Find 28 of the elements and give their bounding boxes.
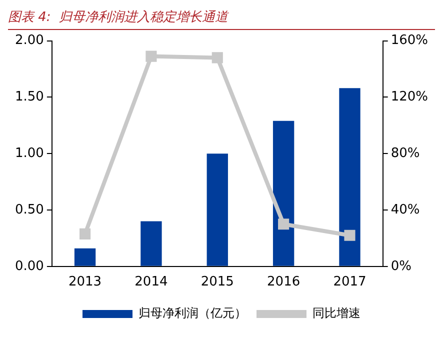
legend-label: 同比增速 [312,306,360,320]
bar [140,221,162,266]
y2-tick-label: 160% [390,33,428,48]
x-tick-label: 2016 [267,274,300,290]
bar [272,120,294,266]
bar [339,88,360,266]
x-tick-label: 2015 [200,274,234,290]
y2-tick-label: 40% [390,202,420,218]
y-tick-label: 0.00 [14,258,44,274]
y-tick-label: 0.50 [14,202,44,218]
x-tick-label: 2013 [68,274,102,290]
x-tick-label: 2014 [134,274,168,290]
point [80,228,91,240]
point [212,52,223,64]
y-tick-label: 1.00 [14,146,44,161]
y2-tick-label: 80% [390,146,420,161]
bar [206,154,228,266]
y-tick-label: 2.00 [14,33,44,48]
point [146,50,157,62]
point [344,230,356,241]
legend-label: 归母净利润（亿元） [138,306,246,320]
point [278,218,290,230]
x-tick-label: 2017 [333,274,366,290]
y2-tick-label: 120% [390,90,428,105]
bar [74,248,96,266]
y-tick-label: 1.50 [14,90,44,105]
chart-title: 图表 4: 归母净利润进入稳定增长通道 [8,8,435,30]
y2-tick-label: 0% [390,258,412,274]
